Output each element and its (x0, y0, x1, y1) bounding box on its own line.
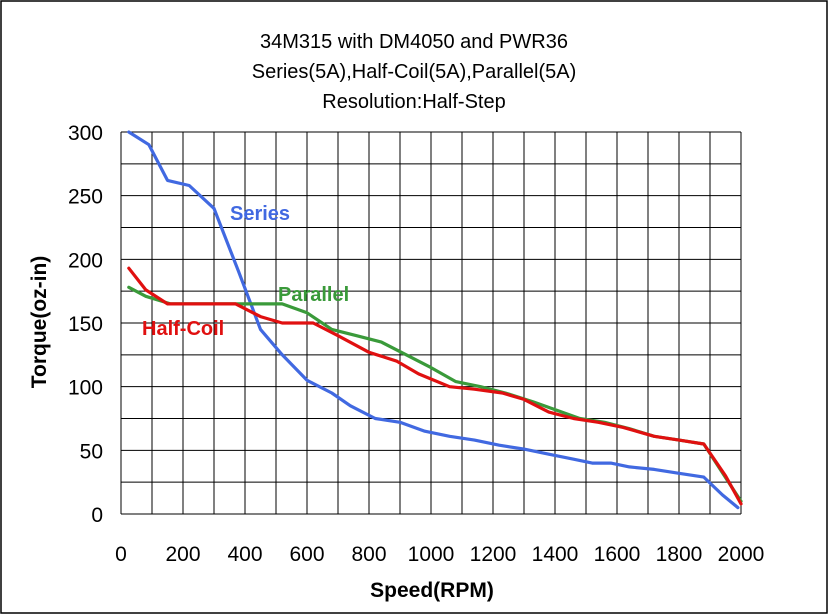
x-tick-label: 200 (165, 543, 200, 566)
series-label-series: Series (230, 203, 290, 225)
x-tick-label: 1000 (408, 543, 455, 566)
y-tick-label: 250 (68, 186, 103, 209)
x-tick-label: 600 (289, 543, 324, 566)
y-tick-label: 200 (68, 249, 103, 272)
chart-subtitle-resolution: Resolution:Half-Step (322, 91, 505, 113)
x-axis-label: Speed(RPM) (370, 579, 494, 602)
x-tick-label: 1200 (470, 543, 517, 566)
chart-subtitle: Series(5A),Half-Coil(5A),Parallel(5A) (252, 61, 577, 83)
x-tick-label: 800 (351, 543, 386, 566)
series-line-half-coil (127, 266, 743, 506)
x-tick-label: 1400 (532, 543, 579, 566)
x-tick-label: 0 (115, 543, 127, 566)
y-tick-label: 100 (68, 377, 103, 400)
x-axis-ticks: 0 200 400 600 800 1000 1200 1400 1600 1800 2000 (115, 543, 764, 566)
x-tick-label: 2000 (718, 543, 765, 566)
x-tick-label: 400 (227, 543, 262, 566)
y-axis-label: Torque(oz-in) (28, 256, 51, 389)
series-labels: Series Parallel Half-Coil (142, 203, 349, 340)
plot-grid (120, 131, 742, 515)
series-label-parallel: Parallel (278, 284, 349, 306)
y-tick-label: 150 (68, 313, 103, 336)
x-tick-label: 1800 (656, 543, 703, 566)
chart-title: 34M315 with DM4050 and PWR36 (260, 31, 568, 53)
y-axis-ticks: 0 50 100 150 200 250 300 (68, 122, 103, 527)
y-tick-label: 50 (80, 440, 103, 463)
y-tick-label: 300 (68, 122, 103, 145)
series-lines (127, 130, 743, 510)
series-label-half-coil: Half-Coil (142, 318, 224, 340)
series-line-series (127, 130, 740, 510)
x-tick-label: 1600 (594, 543, 641, 566)
y-tick-label: 0 (91, 504, 103, 527)
